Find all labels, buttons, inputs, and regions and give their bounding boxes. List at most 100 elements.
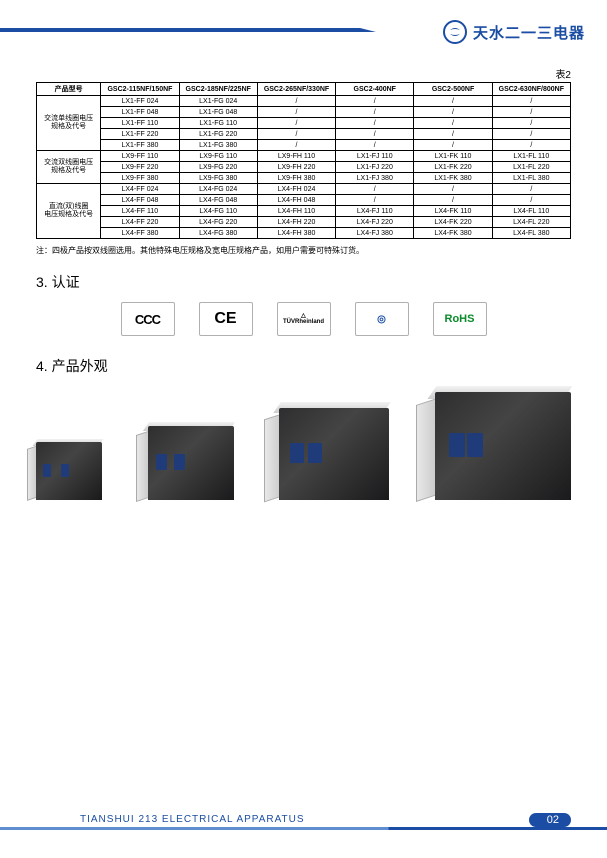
table-cell: LX1-FK 110 xyxy=(414,151,492,162)
table-cell: / xyxy=(492,195,570,206)
table-row: LX4-FF 110LX4-FG 110LX4-FH 110LX4-FJ 110… xyxy=(37,206,571,217)
table-row: LX1-FF 110LX1-FG 110//// xyxy=(37,118,571,129)
table-header-cell: GSC2-500NF xyxy=(414,83,492,96)
table-row: LX4-FF 220LX4-FG 220LX4-FH 220LX4-FJ 220… xyxy=(37,217,571,228)
table-cell: / xyxy=(336,184,414,195)
table-cell: LX4-FH 380 xyxy=(257,228,335,239)
table-row: LX4-FF 048LX4-FG 048LX4-FH 048/// xyxy=(37,195,571,206)
table-cell: / xyxy=(336,195,414,206)
table-cell: LX4-FG 110 xyxy=(179,206,257,217)
table-cell: / xyxy=(492,118,570,129)
cert-ce-icon: CE xyxy=(199,302,253,336)
table-cell: LX4-FJ 110 xyxy=(336,206,414,217)
table-cell: LX4-FG 380 xyxy=(179,228,257,239)
table-cell: / xyxy=(492,107,570,118)
table-cell: LX1-FG 380 xyxy=(179,140,257,151)
table-cell: / xyxy=(414,118,492,129)
table-cell: / xyxy=(414,107,492,118)
table-cell: LX4-FF 024 xyxy=(101,184,179,195)
cert-rohs-icon: RoHS xyxy=(433,302,487,336)
table-row: LX4-FF 380LX4-FG 380LX4-FH 380LX4-FJ 380… xyxy=(37,228,571,239)
table-cell: / xyxy=(257,107,335,118)
table-cell: LX9-FF 220 xyxy=(101,162,179,173)
table-note: 注：四极产品按双线圈选用。其他特殊电压规格及宽电压规格产品，如用户需要可特殊订货… xyxy=(36,245,571,256)
table-row: 交流单线圈电压规格及代号LX1-FF 024LX1-FG 024//// xyxy=(37,96,571,107)
cert-label: ◎ xyxy=(377,314,386,325)
table-cell: LX4-FG 024 xyxy=(179,184,257,195)
row-group-label: 交流双线圈电压规格及代号 xyxy=(37,151,101,184)
table-row: 交流双线圈电压规格及代号LX9-FF 110LX9-FG 110LX9-FH 1… xyxy=(37,151,571,162)
product-photo-3 xyxy=(279,408,389,500)
table-cell: / xyxy=(492,184,570,195)
table-cell: / xyxy=(492,140,570,151)
table-cell: LX4-FH 220 xyxy=(257,217,335,228)
section-title-cert: 3. 认证 xyxy=(36,272,571,292)
table-cell: LX9-FF 380 xyxy=(101,173,179,184)
table-header-cell: GSC2-630NF/800NF xyxy=(492,83,570,96)
table-cell: LX1-FF 220 xyxy=(101,129,179,140)
product-photo-4 xyxy=(435,392,571,500)
table-cell: LX1-FJ 110 xyxy=(336,151,414,162)
table-header-cell: GSC2-115NF/150NF xyxy=(101,83,179,96)
table-cell: LX1-FF 380 xyxy=(101,140,179,151)
table-cell: LX1-FF 110 xyxy=(101,118,179,129)
table-cell: / xyxy=(336,140,414,151)
cert-label: CCC xyxy=(135,312,160,327)
row-group-label: 直流(双)线圈电压规格及代号 xyxy=(37,184,101,239)
header: 天水二一三电器 xyxy=(0,0,607,46)
table-cell: LX9-FF 110 xyxy=(101,151,179,162)
table-cell: LX1-FJ 220 xyxy=(336,162,414,173)
table-row: LX1-FF 048LX1-FG 048//// xyxy=(37,107,571,118)
table-label: 表2 xyxy=(36,66,571,81)
table-cell: LX4-FH 024 xyxy=(257,184,335,195)
table-cell: LX1-FL 110 xyxy=(492,151,570,162)
cert-strip: CCC CE △TÜVRheinland ◎ RoHS xyxy=(36,302,571,336)
table-row: LX1-FF 380LX1-FG 380//// xyxy=(37,140,571,151)
section-title-appearance: 4. 产品外观 xyxy=(36,356,571,376)
product-photo-2 xyxy=(148,426,234,500)
product-strip xyxy=(36,392,571,500)
table-cell: LX4-FL 110 xyxy=(492,206,570,217)
brand-text: 天水二一三电器 xyxy=(473,22,585,43)
table-cell: LX1-FJ 380 xyxy=(336,173,414,184)
table-cell: / xyxy=(414,184,492,195)
content-area: 表2 产品型号GSC2-115NF/150NFGSC2-185NF/225NFG… xyxy=(0,46,607,500)
table-cell: LX9-FH 380 xyxy=(257,173,335,184)
table-cell: / xyxy=(492,96,570,107)
table-cell: LX9-FG 110 xyxy=(179,151,257,162)
table-cell: LX9-FH 220 xyxy=(257,162,335,173)
page-number: 02 xyxy=(529,813,571,827)
table-cell: LX4-FF 220 xyxy=(101,217,179,228)
table-cell: / xyxy=(257,96,335,107)
brand-logo-icon xyxy=(443,20,467,44)
table-cell: / xyxy=(414,129,492,140)
table-row: LX9-FF 220LX9-FG 220LX9-FH 220LX1-FJ 220… xyxy=(37,162,571,173)
cert-label: CE xyxy=(214,310,236,328)
table-cell: LX1-FF 024 xyxy=(101,96,179,107)
cert-ccc-icon: CCC xyxy=(121,302,175,336)
table-cell: LX4-FK 380 xyxy=(414,228,492,239)
table-cell: / xyxy=(492,129,570,140)
document-page: 天水二一三电器 表2 产品型号GSC2-115NF/150NFGSC2-185N… xyxy=(0,0,607,858)
table-cell: LX4-FK 110 xyxy=(414,206,492,217)
table-cell: LX1-FK 380 xyxy=(414,173,492,184)
footer-text: TIANSHUI 213 ELECTRICAL APPARATUS xyxy=(80,814,305,825)
table-cell: LX4-FF 110 xyxy=(101,206,179,217)
table-cell: LX1-FG 110 xyxy=(179,118,257,129)
table-cell: LX1-FL 380 xyxy=(492,173,570,184)
table-cell: LX1-FF 048 xyxy=(101,107,179,118)
spec-table: 产品型号GSC2-115NF/150NFGSC2-185NF/225NFGSC2… xyxy=(36,82,571,239)
table-cell: LX1-FG 048 xyxy=(179,107,257,118)
table-cell: / xyxy=(414,140,492,151)
row-group-label: 交流单线圈电压规格及代号 xyxy=(37,96,101,151)
product-photo-1 xyxy=(36,442,102,500)
table-cell: / xyxy=(257,140,335,151)
table-cell: LX4-FL 380 xyxy=(492,228,570,239)
header-accent-bar xyxy=(0,28,360,32)
footer: TIANSHUI 213 ELECTRICAL APPARATUS 02 xyxy=(0,806,607,830)
table-cell: / xyxy=(336,107,414,118)
cert-blue-icon: ◎ xyxy=(355,302,409,336)
table-cell: LX4-FF 380 xyxy=(101,228,179,239)
table-cell: LX9-FG 380 xyxy=(179,173,257,184)
table-cell: LX1-FG 024 xyxy=(179,96,257,107)
